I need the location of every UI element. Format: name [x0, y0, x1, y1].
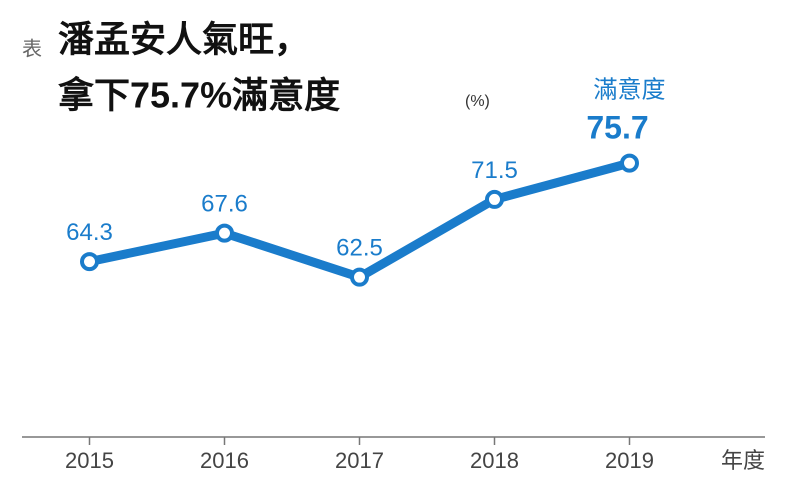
x-tick-label: 2018 [470, 448, 519, 473]
data-label: 64.3 [66, 219, 113, 246]
x-tick-label: 2019 [605, 448, 654, 473]
data-label: 75.7 [586, 110, 648, 146]
unit-label: (%) [465, 93, 490, 110]
point [80, 252, 99, 272]
series-name: 滿意度 [594, 76, 666, 103]
point [620, 153, 639, 173]
data-label: 62.5 [336, 235, 383, 262]
point [350, 267, 369, 287]
point [215, 223, 234, 243]
x-tick-label: 2017 [335, 448, 384, 473]
data-label: 67.6 [201, 190, 248, 217]
chart-title: 潘孟安人氣旺， [58, 19, 310, 60]
point [485, 189, 504, 209]
chart-title: 拿下75.7%滿意度 [58, 75, 340, 116]
table-tag: 表 [22, 37, 42, 60]
x-axis-label: 年度 [721, 448, 765, 473]
x-tick-label: 2016 [200, 448, 249, 473]
data-label: 71.5 [471, 157, 518, 184]
x-tick-label: 2015 [65, 448, 114, 473]
